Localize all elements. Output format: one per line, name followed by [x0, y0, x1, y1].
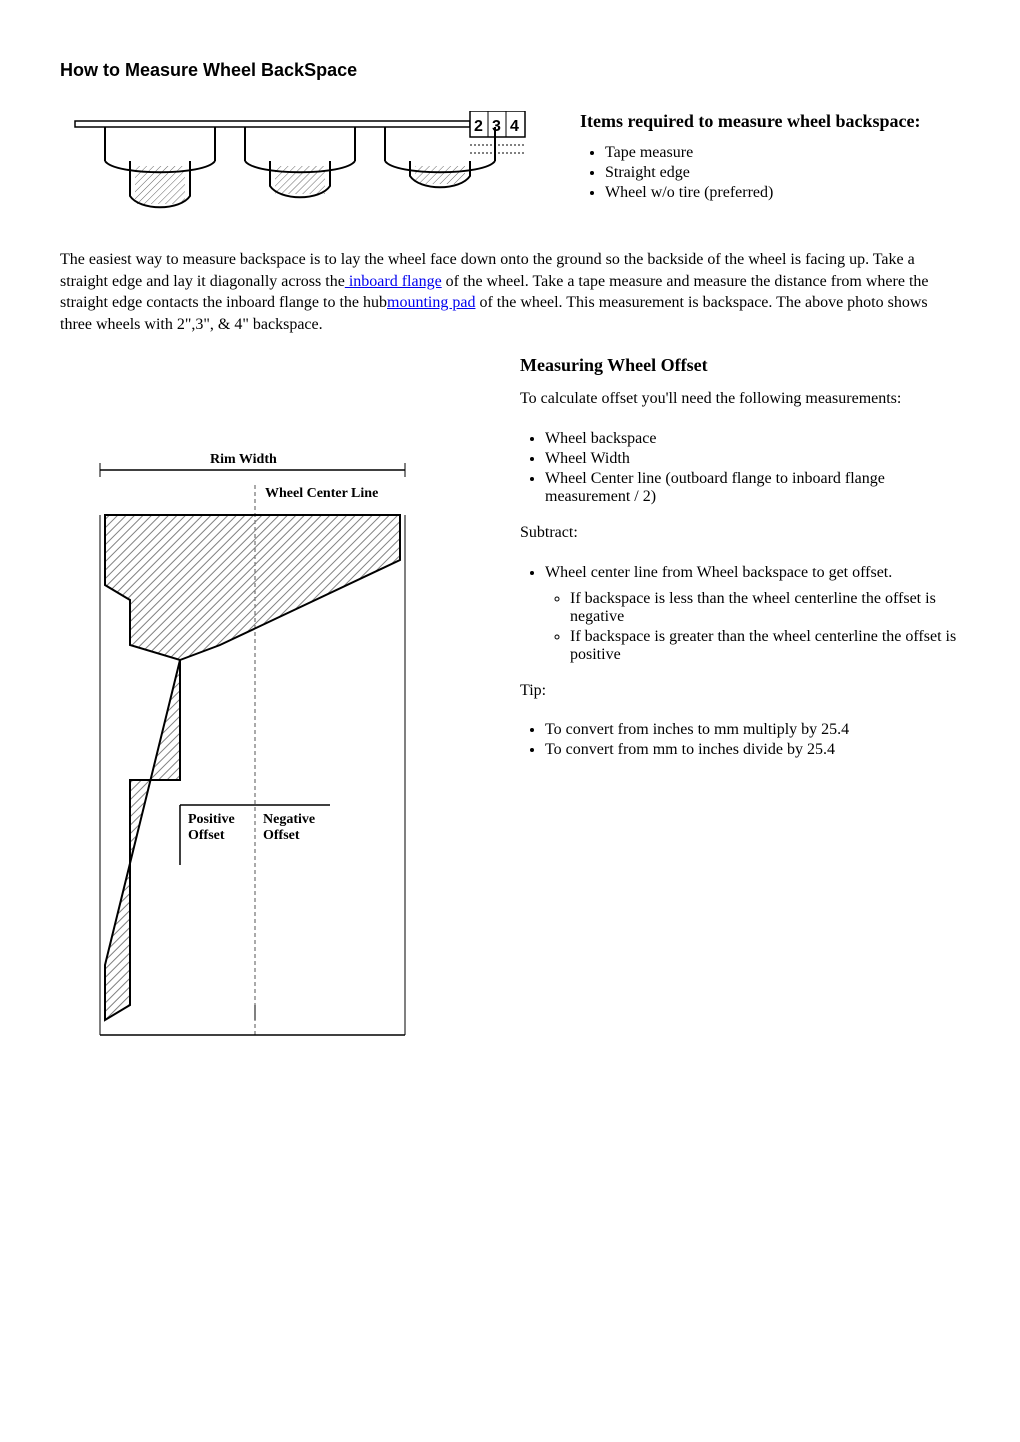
subtract-sublist: If backspace is less than the wheel cent…	[570, 590, 960, 664]
figure-offset: Rim Width Wheel Center Line Positive Off…	[60, 445, 480, 1045]
backspace-items-list: Tape measure Straight edge Wheel w/o tir…	[605, 144, 960, 202]
offset-needs-list: Wheel backspace Wheel Width Wheel Center…	[545, 430, 960, 506]
list-item: Straight edge	[605, 164, 960, 182]
subtract-main: Wheel center line from Wheel backspace t…	[545, 564, 892, 581]
subtract-label: Subtract:	[520, 522, 960, 544]
backspace-items-column: Items required to measure wheel backspac…	[580, 111, 960, 231]
list-item: Wheel center line from Wheel backspace t…	[545, 564, 960, 664]
offset-intro: To calculate offset you'll need the foll…	[520, 388, 960, 410]
link-inboard-flange[interactable]: inboard flange	[345, 273, 442, 290]
tip-list: To convert from inches to mm multiply by…	[545, 721, 960, 759]
items-heading: Items required to measure wheel backspac…	[580, 111, 960, 132]
label-center-line: Wheel Center Line	[265, 486, 378, 501]
body-paragraph: The easiest way to measure backspace is …	[60, 249, 960, 335]
list-item: Wheel backspace	[545, 430, 960, 448]
list-item: Wheel Width	[545, 450, 960, 468]
list-item: Tape measure	[605, 144, 960, 162]
label-neg-offset-1: Negative	[263, 812, 315, 827]
list-item: If backspace is greater than the wheel c…	[570, 628, 960, 664]
subtract-list: Wheel center line from Wheel backspace t…	[545, 564, 960, 664]
label-pos-offset-2: Offset	[188, 828, 225, 843]
list-item: To convert from mm to inches divide by 2…	[545, 741, 960, 759]
top-row: 2 3 4 Items required t	[60, 111, 960, 231]
page-title: How to Measure Wheel BackSpace	[60, 60, 960, 81]
offset-heading: Measuring Wheel Offset	[520, 355, 960, 376]
figure-backspace: 2 3 4	[60, 111, 540, 231]
tip-label: Tip:	[520, 680, 960, 702]
list-item: If backspace is less than the wheel cent…	[570, 590, 960, 626]
list-item: Wheel Center line (outboard flange to in…	[545, 470, 960, 506]
offset-column: Measuring Wheel Offset To calculate offs…	[520, 355, 960, 775]
link-mounting-pad[interactable]: mounting pad	[387, 294, 475, 311]
backspace-label-4: 4	[510, 118, 519, 135]
backspace-label-2: 2	[474, 118, 483, 135]
list-item: Wheel w/o tire (preferred)	[605, 184, 960, 202]
label-rim-width: Rim Width	[210, 452, 277, 467]
offset-row: Rim Width Wheel Center Line Positive Off…	[60, 355, 960, 1045]
label-neg-offset-2: Offset	[263, 828, 300, 843]
label-pos-offset-1: Positive	[188, 812, 235, 827]
backspace-label-3: 3	[492, 118, 501, 135]
list-item: To convert from inches to mm multiply by…	[545, 721, 960, 739]
